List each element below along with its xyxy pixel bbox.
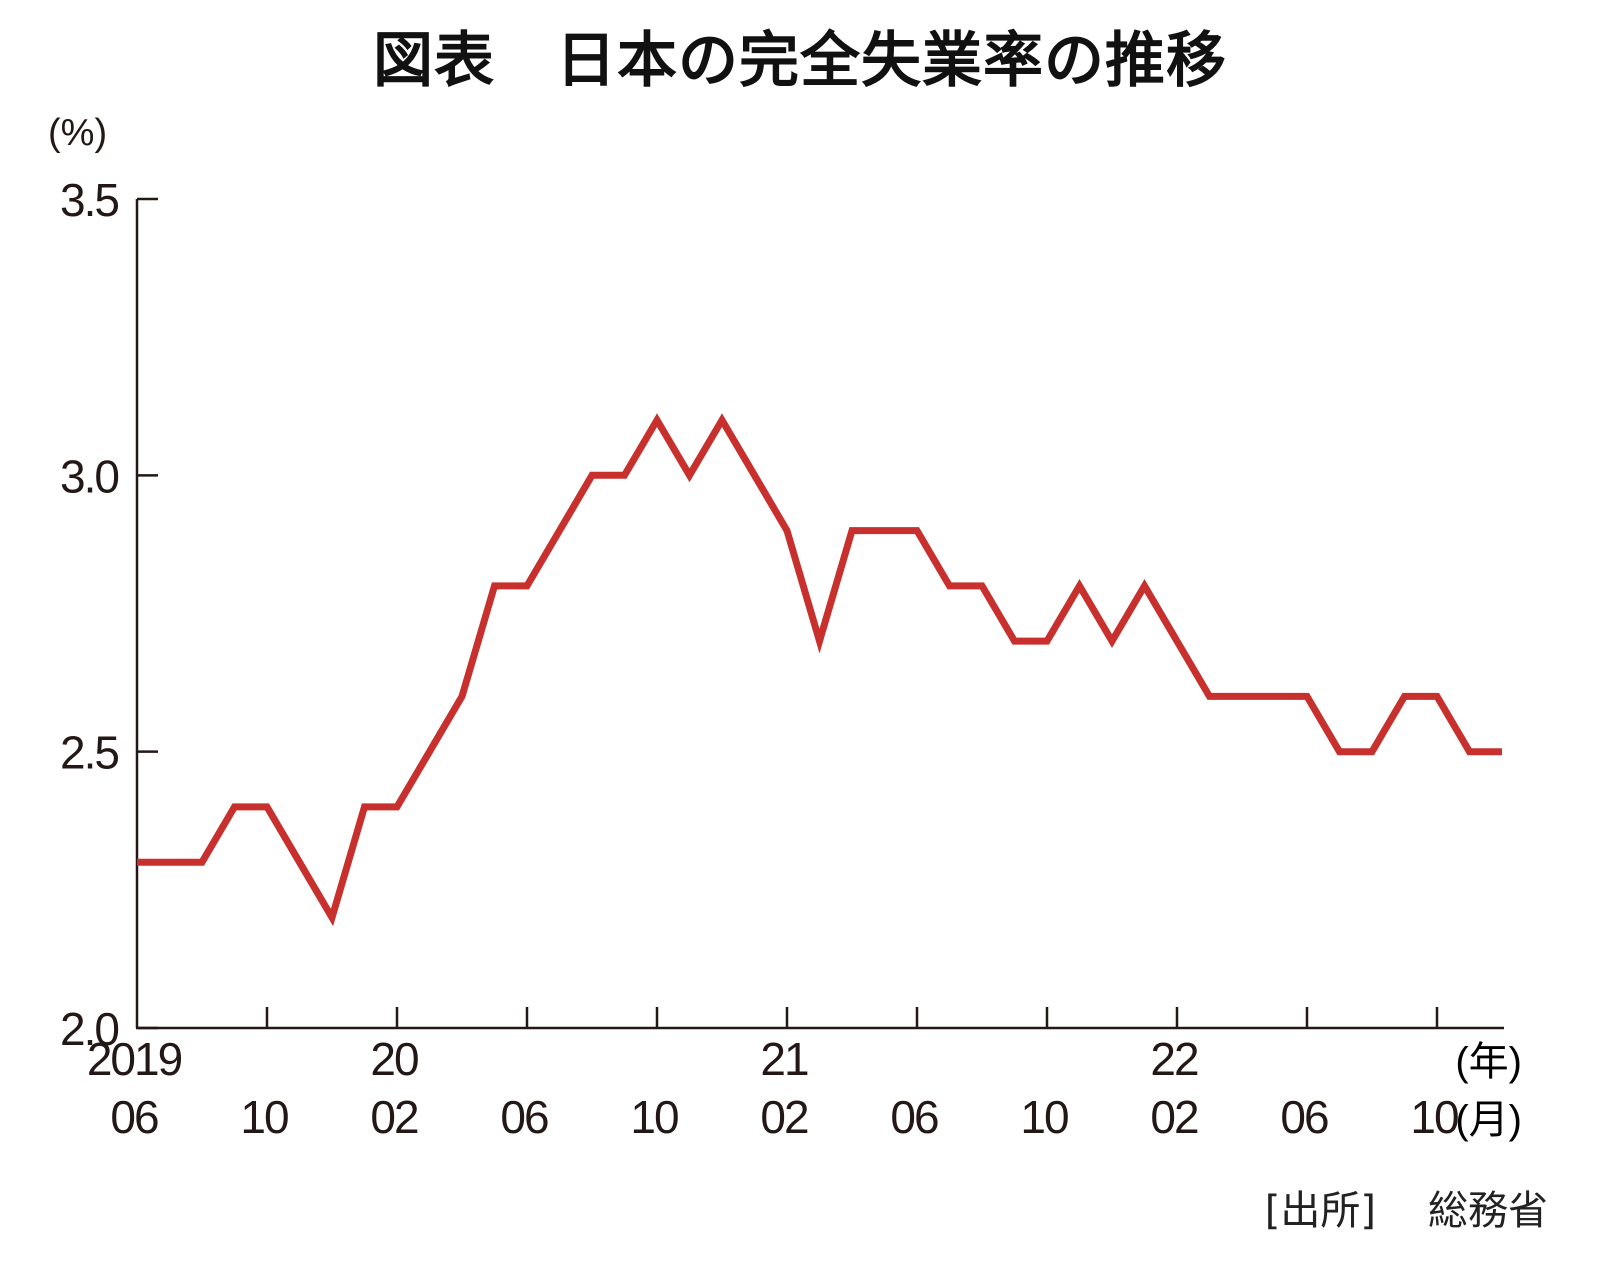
- y-tick-label: 3.0: [60, 450, 118, 502]
- x-axis-month-unit: (月): [1455, 1098, 1522, 1142]
- x-tick-month-label: 10: [1410, 1091, 1458, 1143]
- x-tick-month-label: 06: [500, 1091, 548, 1143]
- x-tick-month-label: 06: [890, 1091, 938, 1143]
- x-tick-month-label: 06: [1280, 1091, 1328, 1143]
- x-tick-month-label: 02: [370, 1091, 418, 1143]
- x-tick-year-label: 2019: [87, 1033, 182, 1085]
- y-tick-label: 2.0: [60, 1003, 118, 1055]
- source-label: [出所]: [1264, 1188, 1376, 1234]
- chart-title: 図表 日本の完全失業率の推移: [373, 26, 1227, 96]
- x-axis-year-unit: (年): [1455, 1040, 1522, 1084]
- x-tick-month-label: 10: [630, 1091, 678, 1143]
- y-tick-label: 2.5: [60, 727, 118, 779]
- x-tick-month-label: 10: [1020, 1091, 1068, 1143]
- x-tick-year-label: 21: [760, 1033, 808, 1085]
- x-tick-year-label: 20: [370, 1033, 418, 1085]
- y-tick-label: 3.5: [60, 174, 118, 226]
- axes: [135, 199, 1504, 1030]
- x-tick-month-label: 02: [760, 1091, 808, 1143]
- y-axis-ticks: 2.0 2.5 3.0 3.5: [60, 174, 158, 1055]
- x-axis-ticks: 2019 06 10 20 02 06 10 21 02 06 10 22 02 06 10: [87, 1007, 1460, 1143]
- x-tick-month-label: 06: [110, 1091, 158, 1143]
- x-tick-month-label: 10: [240, 1091, 288, 1143]
- x-tick-year-label: 22: [1150, 1033, 1198, 1085]
- unemployment-rate-line: [137, 413, 1502, 927]
- y-axis-unit: (%): [48, 112, 108, 154]
- source-value: 総務省: [1428, 1188, 1548, 1234]
- source-note: [出所] 総務省: [1265, 1178, 1548, 1236]
- x-tick-month-label: 02: [1150, 1091, 1198, 1143]
